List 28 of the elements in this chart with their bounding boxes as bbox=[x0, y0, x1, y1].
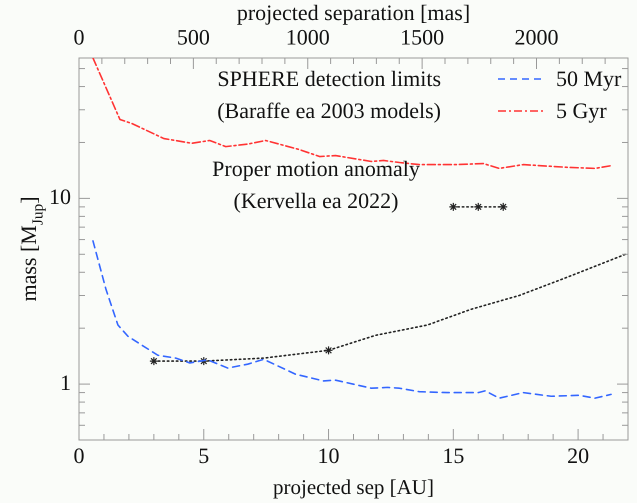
x-tick-label: 15 bbox=[442, 442, 464, 468]
point bbox=[149, 356, 158, 366]
x-axis-title: projected sep [AU] bbox=[273, 475, 434, 499]
x2-tick-label: 2000 bbox=[514, 24, 558, 50]
x-tick-label: 10 bbox=[318, 442, 340, 468]
annotation: (Kervella ea 2022) bbox=[234, 188, 398, 213]
x-tick-label: 20 bbox=[567, 442, 590, 468]
annotation: Proper motion anomaly bbox=[212, 156, 420, 181]
legend-label: 50 Myr bbox=[556, 66, 622, 91]
legend-label: 5 Gyr bbox=[556, 98, 608, 123]
line-series bbox=[92, 240, 612, 399]
x2-tick-label: 1500 bbox=[400, 24, 444, 50]
point bbox=[199, 356, 208, 366]
annotation: (Baraffe ea 2003 models) bbox=[217, 98, 441, 123]
x-tick-label: 5 bbox=[198, 442, 210, 468]
x-tick-label: 0 bbox=[74, 442, 84, 468]
x2-axis-title: projected separation [mas] bbox=[236, 0, 470, 25]
point bbox=[448, 202, 458, 212]
point bbox=[324, 346, 334, 355]
x2-tick-label: 500 bbox=[176, 24, 210, 50]
line-series bbox=[153, 253, 626, 362]
y-tick-label: 1 bbox=[60, 370, 71, 395]
x2-tick-label: 0 bbox=[74, 24, 84, 50]
x2-tick-label: 1000 bbox=[286, 24, 330, 50]
point bbox=[474, 202, 483, 212]
y-axis-title: mass [MJup] bbox=[16, 196, 47, 302]
annotation: SPHERE detection limits bbox=[217, 66, 442, 91]
point bbox=[498, 202, 508, 212]
